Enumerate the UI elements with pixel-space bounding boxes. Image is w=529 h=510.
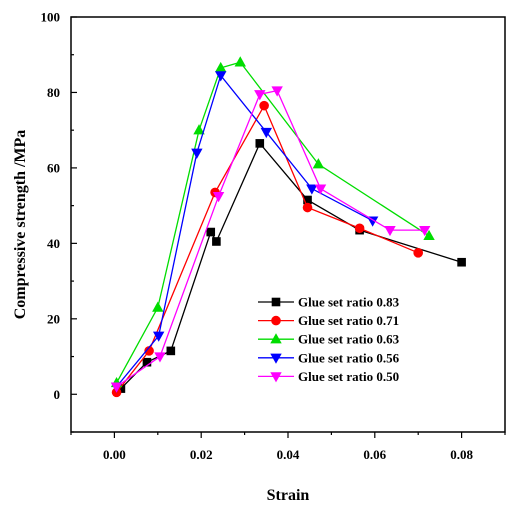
data-point xyxy=(314,184,327,195)
x-tick-label: 0.06 xyxy=(363,447,386,462)
y-tick-label: 40 xyxy=(47,236,60,251)
x-tick-label: 0.00 xyxy=(103,447,126,462)
y-tick-label: 0 xyxy=(54,387,61,402)
series-5 xyxy=(110,86,431,393)
y-tick-label: 100 xyxy=(41,10,61,25)
legend-label: Glue set ratio 0.83 xyxy=(298,295,400,310)
series-layer xyxy=(110,56,466,398)
legend-item: Glue set ratio 0.50 xyxy=(258,369,399,384)
y-tick-label: 20 xyxy=(47,311,60,326)
series-2 xyxy=(111,100,424,398)
data-point xyxy=(142,357,152,367)
data-point xyxy=(152,301,164,312)
legend-item: Glue set ratio 0.63 xyxy=(258,332,400,347)
series-1 xyxy=(116,139,466,393)
plot-frame xyxy=(70,16,506,433)
data-point xyxy=(303,195,312,205)
data-point xyxy=(215,71,227,82)
legend-marker xyxy=(270,372,282,383)
data-point xyxy=(110,382,123,393)
series-3 xyxy=(110,56,435,388)
data-point xyxy=(193,124,205,135)
data-point xyxy=(384,225,396,237)
data-point xyxy=(260,127,272,139)
data-point xyxy=(259,100,269,111)
legend-marker xyxy=(271,315,281,326)
data-point xyxy=(255,139,265,148)
data-point xyxy=(302,202,313,213)
legend-marker xyxy=(271,297,281,307)
legend-item: Glue set ratio 0.71 xyxy=(258,313,399,328)
legend-marker xyxy=(270,333,282,344)
legend-label: Glue set ratio 0.71 xyxy=(298,313,399,328)
legend-label: Glue set ratio 0.63 xyxy=(298,332,400,347)
data-point xyxy=(191,148,203,159)
legend-item: Glue set ratio 0.56 xyxy=(258,350,400,365)
series-line xyxy=(116,89,425,388)
legend-item: Glue set ratio 0.83 xyxy=(258,295,400,310)
data-point xyxy=(366,216,379,227)
legend-label: Glue set ratio 0.50 xyxy=(298,369,399,384)
legend-marker xyxy=(270,353,282,364)
data-point xyxy=(154,352,166,363)
data-point xyxy=(152,331,165,342)
data-point xyxy=(215,61,227,73)
data-point xyxy=(306,184,318,195)
legend-label: Glue set ratio 0.56 xyxy=(298,350,400,365)
data-point xyxy=(419,225,431,237)
data-point xyxy=(413,247,424,258)
legend: Glue set ratio 0.83 Glue set ratio 0.71 Gl… xyxy=(258,295,400,384)
data-point xyxy=(212,237,221,246)
data-point xyxy=(234,56,246,67)
data-point xyxy=(354,223,365,234)
data-point xyxy=(166,346,176,356)
data-point xyxy=(144,346,154,356)
data-point xyxy=(212,192,225,203)
data-point xyxy=(423,229,435,241)
data-point xyxy=(116,384,126,393)
data-point xyxy=(271,86,283,97)
data-point xyxy=(254,90,266,101)
x-tick-label: 0.04 xyxy=(277,447,300,462)
axis-ticks xyxy=(70,16,506,438)
data-point xyxy=(457,257,466,267)
y-axis-title: Compressive strength /MPa xyxy=(12,130,29,320)
x-axis-title: Strain xyxy=(267,487,310,504)
data-point xyxy=(206,227,216,237)
y-tick-label: 60 xyxy=(47,160,60,175)
y-tick-label: 80 xyxy=(47,85,60,100)
x-tick-label: 0.02 xyxy=(190,447,213,462)
x-tick-label: 0.08 xyxy=(450,447,473,462)
tick-labels: 0.00 0.02 0.04 0.06 0.08 0 20 40 60 80 100 xyxy=(41,10,474,463)
data-point xyxy=(312,158,325,169)
